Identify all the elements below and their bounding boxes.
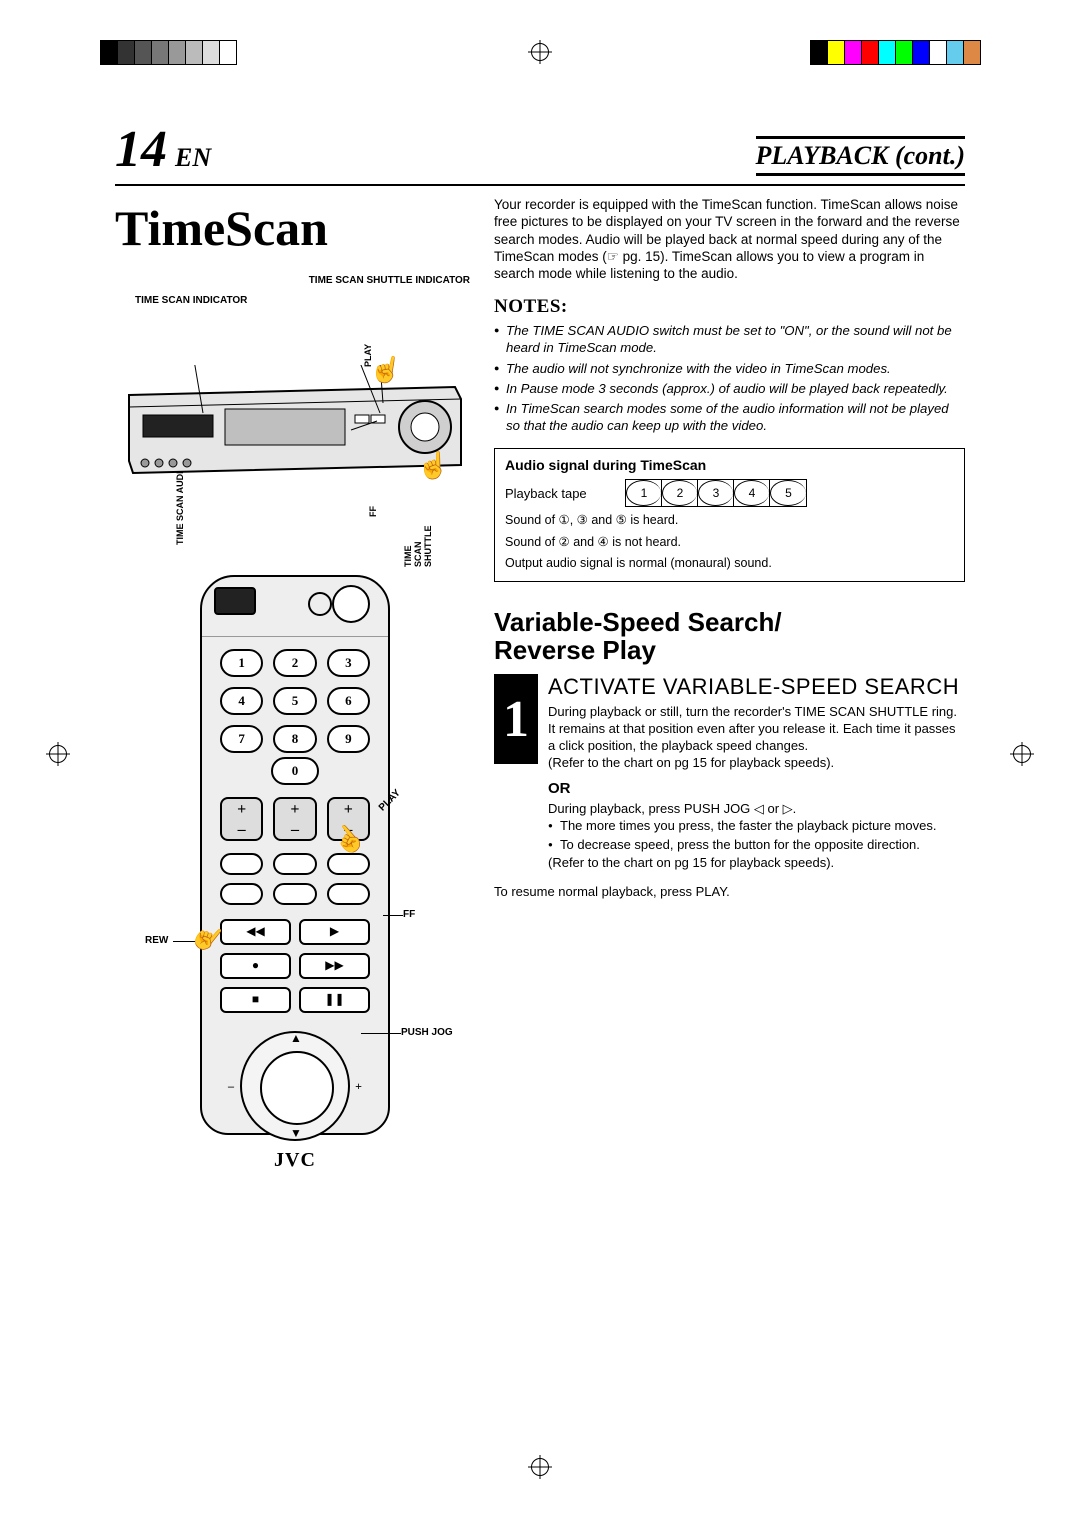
audio-signal-box: Audio signal during TimeScan Playback ta… xyxy=(494,448,965,582)
key-play: ▶ xyxy=(299,919,370,945)
cross-top xyxy=(528,40,552,64)
key-ff: ▶▶ xyxy=(299,953,370,979)
color-swatches xyxy=(810,40,980,70)
key-rec: ● xyxy=(220,953,291,979)
subsection-heading: Variable-Speed Search/ Reverse Play xyxy=(494,608,965,664)
key-5: 5 xyxy=(273,687,316,715)
remote-body: 1 2 3 4 5 6 7 8 9 0 ◀◀ xyxy=(200,575,390,1135)
cross-right xyxy=(1010,742,1034,766)
note-item: The audio will not synchronize with the … xyxy=(494,360,965,377)
remote-label-rew: REW xyxy=(145,935,168,946)
lead-line xyxy=(383,915,403,916)
or-label: OR xyxy=(548,780,965,797)
audiobox-segments: 1 2 3 4 5 xyxy=(625,479,807,507)
step-text: During playback, press PUSH JOG ◁ or ▷. xyxy=(548,801,965,818)
label-timescan-indicator: TIME SCAN INDICATOR xyxy=(135,295,247,306)
note-item: The TIME SCAN AUDIO switch must be set t… xyxy=(494,322,965,356)
page-content: 14 EN PLAYBACK (cont.) TimeScan TIME SCA… xyxy=(115,120,965,1360)
step-ref: (Refer to the chart on pg 15 for playbac… xyxy=(548,855,965,872)
key-pause: ❚❚ xyxy=(299,987,370,1013)
key-0: 0 xyxy=(271,757,319,785)
label-ff: FF xyxy=(368,506,378,517)
brand-logo: JVC xyxy=(202,1149,388,1172)
hand-icon: ☝ xyxy=(368,352,405,387)
step-text: During playback or still, turn the recor… xyxy=(548,704,965,755)
key-6: 6 xyxy=(327,687,370,715)
label-shuttle-indicator: TIME SCAN SHUTTLE INDICATOR xyxy=(309,275,470,286)
registration-top xyxy=(0,38,1080,78)
notes-heading: NOTES: xyxy=(494,296,965,318)
audiobox-row-label: Playback tape xyxy=(505,486,625,501)
step-number: 1 xyxy=(494,674,538,764)
step-ref: (Refer to the chart on pg 15 for playbac… xyxy=(548,755,965,772)
registration-bottom xyxy=(0,1447,1080,1487)
header-rule xyxy=(115,184,965,186)
remote-label-pushjog: PUSH JOG xyxy=(401,1027,453,1038)
right-column: Your recorder is equipped with the TimeS… xyxy=(494,196,965,1165)
note-item: In Pause mode 3 seconds (approx.) of aud… xyxy=(494,380,965,397)
key-8: 8 xyxy=(273,725,316,753)
step-title: ACTIVATE VARIABLE-SPEED SEARCH xyxy=(548,674,965,700)
key-3: 3 xyxy=(327,649,370,677)
remote-figure: 1 2 3 4 5 6 7 8 9 0 ◀◀ xyxy=(115,575,470,1165)
resume-text: To resume normal playback, press PLAY. xyxy=(494,884,965,899)
notes-block: NOTES: The TIME SCAN AUDIO switch must b… xyxy=(494,296,965,434)
note-item: In TimeScan search modes some of the aud… xyxy=(494,400,965,434)
key-1: 1 xyxy=(220,649,263,677)
page-number: 14 xyxy=(115,120,167,179)
vcr-drawing xyxy=(125,365,465,480)
key-7: 7 xyxy=(220,725,263,753)
audiobox-line: Sound of ② and ④ is not heard. xyxy=(505,534,954,550)
cross-left xyxy=(46,742,70,766)
section-title: PLAYBACK (cont.) xyxy=(756,136,965,176)
audiobox-line: Sound of ①, ③ and ⑤ is heard. xyxy=(505,512,954,528)
label-timescan-shuttle: TIME SCAN SHUTTLE xyxy=(403,525,433,566)
intro-text: Your recorder is equipped with the TimeS… xyxy=(494,196,965,282)
gray-swatches xyxy=(100,40,236,70)
step-bullet: To decrease speed, press the button for … xyxy=(548,837,965,854)
key-9: 9 xyxy=(327,725,370,753)
cross-bottom xyxy=(528,1455,552,1479)
page-header: 14 EN PLAYBACK (cont.) xyxy=(115,120,965,182)
remote-label-ff: FF xyxy=(403,909,415,920)
page-lang: EN xyxy=(175,143,211,172)
audiobox-heading: Audio signal during TimeScan xyxy=(505,457,954,473)
key-4: 4 xyxy=(220,687,263,715)
step-bullet: The more times you press, the faster the… xyxy=(548,818,965,835)
vcr-figure: TIME SCAN SHUTTLE INDICATOR TIME SCAN IN… xyxy=(115,275,470,545)
step-block: 1 ACTIVATE VARIABLE-SPEED SEARCH During … xyxy=(494,674,965,872)
jog-dial: – + ▲ ▼ xyxy=(240,1031,350,1141)
key-stop: ■ xyxy=(220,987,291,1013)
hand-icon: ☝ xyxy=(417,451,449,481)
audiobox-line: Output audio signal is normal (monaural)… xyxy=(505,555,954,571)
key-rew: ◀◀ xyxy=(220,919,291,945)
feature-title: TimeScan xyxy=(115,202,470,255)
lead-line xyxy=(361,1033,401,1034)
left-column: TimeScan TIME SCAN SHUTTLE INDICATOR TIM… xyxy=(115,196,470,1165)
key-2: 2 xyxy=(273,649,316,677)
